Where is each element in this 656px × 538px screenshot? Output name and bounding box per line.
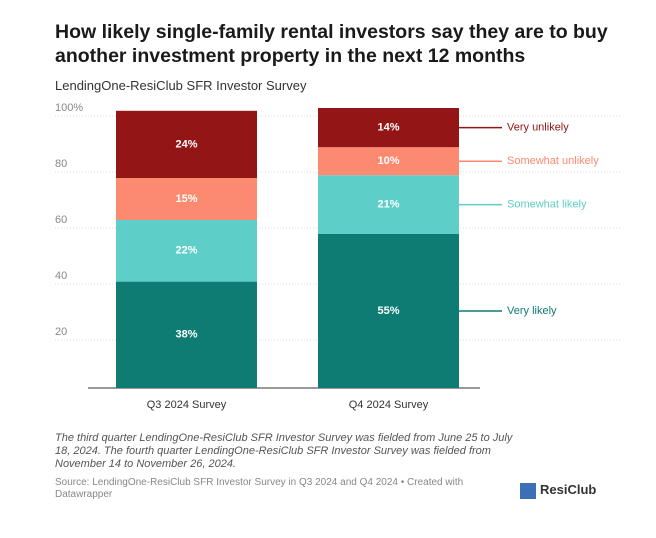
chart: 20 40 60 80 100% 38% 22% 15% 24% Q3 2024 Survey 55… <box>55 102 620 411</box>
value-label: 21% <box>377 199 399 211</box>
y-tick-label: 80 <box>55 158 67 170</box>
bar-segment <box>116 178 257 220</box>
legend-label: Very likely <box>507 305 557 317</box>
bar-segment <box>116 110 257 178</box>
notes: The third quarter LendingOne-ResiClub SF… <box>55 432 513 470</box>
x-tick-label: Q4 2024 Survey <box>349 399 429 411</box>
bar-segment <box>116 220 257 282</box>
logo: ResiClub <box>520 482 596 499</box>
value-label: 24% <box>175 138 197 150</box>
logo-text: ResiClub <box>540 482 597 497</box>
y-tick-label: 60 <box>55 214 67 226</box>
value-label: 38% <box>175 329 197 341</box>
value-label: 22% <box>175 245 197 257</box>
bar-segment <box>318 175 459 234</box>
legend-label: Very unlikely <box>507 122 569 134</box>
value-label: 14% <box>377 122 399 134</box>
logo-icon <box>520 482 536 499</box>
bar-segment <box>116 281 257 388</box>
chart-title: How likely single-family rental investor… <box>55 21 608 67</box>
x-tick-label: Q3 2024 Survey <box>147 399 227 411</box>
legend-label: Somewhat likely <box>507 199 587 211</box>
bar-segment <box>318 108 459 148</box>
bar-segment <box>318 147 459 176</box>
chart-subtitle: LendingOne-ResiClub SFR Investor Survey <box>55 78 307 93</box>
value-label: 55% <box>377 305 399 317</box>
value-label: 15% <box>175 193 197 205</box>
legend-label: Somewhat unlikely <box>507 155 599 167</box>
source: Source: LendingOne-ResiClub SFR Investor… <box>55 477 464 500</box>
y-tick-label: 20 <box>55 326 67 338</box>
value-label: 10% <box>377 155 399 167</box>
y-tick-label: 100% <box>55 102 83 114</box>
bar-segment <box>318 234 459 388</box>
y-tick-label: 40 <box>55 270 67 282</box>
